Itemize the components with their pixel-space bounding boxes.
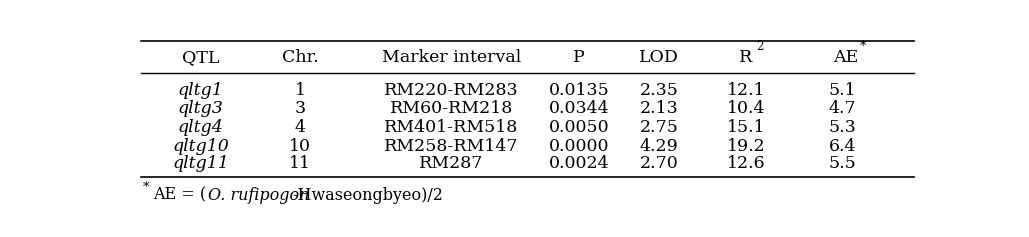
Text: P: P bbox=[573, 49, 586, 66]
Text: 2.13: 2.13 bbox=[640, 100, 678, 118]
Text: qltg4: qltg4 bbox=[178, 119, 223, 136]
Text: 12.6: 12.6 bbox=[728, 155, 766, 172]
Text: qltg3: qltg3 bbox=[178, 100, 223, 118]
Text: 1: 1 bbox=[294, 82, 306, 99]
Text: *: * bbox=[860, 41, 866, 54]
Text: 6.4: 6.4 bbox=[828, 137, 856, 155]
Text: 0.0000: 0.0000 bbox=[548, 137, 609, 155]
Text: Chr.: Chr. bbox=[282, 49, 318, 66]
Text: 4.7: 4.7 bbox=[828, 100, 856, 118]
Text: RM258-RM147: RM258-RM147 bbox=[385, 137, 519, 155]
Text: R: R bbox=[739, 49, 752, 66]
Text: RM60-RM218: RM60-RM218 bbox=[390, 100, 513, 118]
Text: 2.75: 2.75 bbox=[639, 119, 678, 136]
Text: 15.1: 15.1 bbox=[728, 119, 766, 136]
Text: 19.2: 19.2 bbox=[728, 137, 766, 155]
Text: qltg1: qltg1 bbox=[178, 82, 223, 99]
Text: RM401-RM518: RM401-RM518 bbox=[385, 119, 519, 136]
Text: 5.3: 5.3 bbox=[828, 119, 856, 136]
Text: 5.1: 5.1 bbox=[828, 82, 856, 99]
Text: 2: 2 bbox=[756, 41, 764, 54]
Text: RM287: RM287 bbox=[420, 155, 484, 172]
Text: RM220-RM283: RM220-RM283 bbox=[384, 82, 519, 99]
Text: 12.1: 12.1 bbox=[728, 82, 766, 99]
Text: 2.70: 2.70 bbox=[640, 155, 678, 172]
Text: -Hwaseongbyeo)/2: -Hwaseongbyeo)/2 bbox=[292, 187, 442, 204]
Text: 5.5: 5.5 bbox=[828, 155, 856, 172]
Text: QTL: QTL bbox=[182, 49, 219, 66]
Text: LOD: LOD bbox=[639, 49, 679, 66]
Text: 0.0024: 0.0024 bbox=[548, 155, 609, 172]
Text: AE: AE bbox=[832, 49, 858, 66]
Text: 3: 3 bbox=[294, 100, 306, 118]
Text: 0.0135: 0.0135 bbox=[548, 82, 609, 99]
Text: 2.35: 2.35 bbox=[639, 82, 678, 99]
Text: qltg10: qltg10 bbox=[172, 137, 228, 155]
Text: qltg11: qltg11 bbox=[172, 155, 228, 172]
Text: 0.0344: 0.0344 bbox=[548, 100, 609, 118]
Text: 4: 4 bbox=[294, 119, 306, 136]
Text: Marker interval: Marker interval bbox=[382, 49, 522, 66]
Text: 11: 11 bbox=[289, 155, 311, 172]
Text: 0.0050: 0.0050 bbox=[548, 119, 609, 136]
Text: O. rufipogon: O. rufipogon bbox=[208, 187, 310, 204]
Text: AE = (: AE = ( bbox=[153, 187, 207, 204]
Text: 10.4: 10.4 bbox=[728, 100, 766, 118]
Text: 4.29: 4.29 bbox=[640, 137, 678, 155]
Text: 10: 10 bbox=[289, 137, 311, 155]
Text: *: * bbox=[143, 181, 149, 194]
